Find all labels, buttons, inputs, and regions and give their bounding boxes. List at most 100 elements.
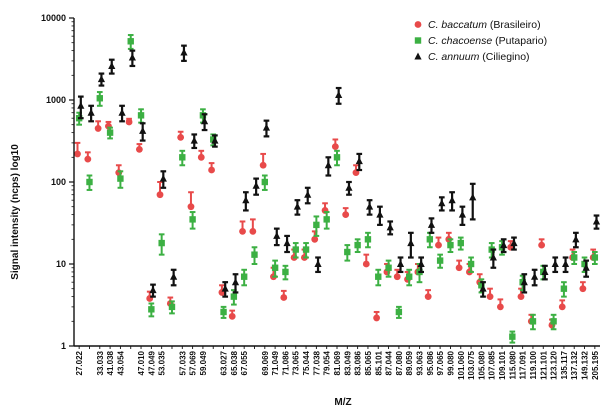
data-point xyxy=(426,236,434,243)
data-point xyxy=(355,157,363,165)
legend-label: C. chacoense (Putapario) xyxy=(428,35,547,47)
data-point xyxy=(469,193,477,201)
data-point xyxy=(148,306,155,313)
data-point xyxy=(496,303,504,311)
data-point xyxy=(197,153,205,161)
data-point xyxy=(438,199,446,207)
x-tick-label: 85.065 xyxy=(364,350,373,375)
x-tick-label: 41.038 xyxy=(106,350,115,375)
x-tick-label: 123.120 xyxy=(550,350,559,379)
x-tick-label: 71.049 xyxy=(271,350,280,375)
x-tick-label: 87.044 xyxy=(385,350,394,375)
data-point xyxy=(313,221,320,229)
data-point xyxy=(427,220,436,228)
data-point xyxy=(591,254,599,261)
data-point xyxy=(520,278,528,286)
data-point xyxy=(541,267,549,275)
y-tick-label: 1 xyxy=(61,341,66,351)
data-point xyxy=(94,125,102,132)
data-point xyxy=(479,284,487,292)
data-point xyxy=(582,263,590,271)
x-tick-label: 115.080 xyxy=(508,350,517,379)
x-tick-label: 27.022 xyxy=(75,350,84,375)
legend-marker xyxy=(414,21,422,28)
data-point xyxy=(252,181,260,189)
x-tick-label: 67.055 xyxy=(240,350,249,375)
y-tick-label: 1000 xyxy=(46,95,66,105)
data-point xyxy=(435,241,442,249)
x-tick-label: 121.101 xyxy=(539,350,548,379)
data-point xyxy=(249,227,257,235)
data-point xyxy=(117,175,124,182)
data-point xyxy=(292,246,299,253)
data-point xyxy=(282,268,289,276)
data-point xyxy=(179,154,186,161)
data-point xyxy=(447,241,454,249)
x-tick-label: 107.085 xyxy=(488,350,497,379)
data-point xyxy=(365,202,374,210)
x-tick-label: 43.054 xyxy=(116,350,125,375)
data-point xyxy=(455,264,463,272)
x-tick-label: 47.049 xyxy=(147,350,156,375)
data-point xyxy=(118,108,126,116)
data-point xyxy=(375,273,382,280)
data-point xyxy=(500,241,508,249)
data-point xyxy=(200,117,209,125)
x-axis-title: M/Z xyxy=(334,397,351,408)
data-point xyxy=(283,239,291,247)
data-point xyxy=(230,293,238,300)
data-point xyxy=(364,236,372,243)
x-tick-label: 63.027 xyxy=(220,350,229,375)
data-point xyxy=(96,95,103,102)
x-tick-label: 109.101 xyxy=(498,350,507,379)
x-tick-label: 117.091 xyxy=(519,350,528,379)
data-point xyxy=(158,239,165,247)
data-point xyxy=(106,129,114,136)
data-point xyxy=(314,260,322,267)
data-point xyxy=(259,161,267,169)
data-point xyxy=(168,303,176,311)
data-point xyxy=(345,183,353,191)
x-tick-label: 83.086 xyxy=(354,350,363,375)
data-point xyxy=(560,285,568,292)
y-tick-label: 100 xyxy=(51,177,66,187)
data-point xyxy=(261,178,269,186)
x-tick-label: 53.035 xyxy=(158,350,167,375)
x-tick-label: 205.195 xyxy=(591,350,600,379)
x-tick-label: 95.086 xyxy=(426,350,435,375)
data-point xyxy=(135,145,143,153)
data-point xyxy=(86,178,93,186)
series-2 xyxy=(75,34,599,344)
data-point xyxy=(529,318,537,325)
data-point xyxy=(127,38,134,45)
data-point xyxy=(156,191,164,199)
legend-marker xyxy=(414,52,422,60)
x-tick-label: 57.069 xyxy=(189,350,198,375)
data-point xyxy=(551,260,559,267)
series-3 xyxy=(77,44,601,298)
data-point xyxy=(592,217,601,225)
y-tick-label: 10 xyxy=(56,259,66,269)
data-point xyxy=(189,216,196,223)
data-point xyxy=(125,118,133,126)
data-point xyxy=(177,133,185,141)
data-point xyxy=(571,254,578,261)
data-point xyxy=(448,196,456,204)
data-point xyxy=(561,260,570,267)
x-tick-label: 103.075 xyxy=(467,350,476,379)
data-point xyxy=(220,308,227,316)
data-point xyxy=(251,251,258,258)
data-point xyxy=(84,155,92,163)
x-tick-label: 85.101 xyxy=(374,350,383,375)
x-tick-label: 89.059 xyxy=(405,350,414,375)
data-point xyxy=(386,223,394,231)
data-point xyxy=(510,239,518,247)
data-point xyxy=(74,150,81,158)
x-tick-label: 59.049 xyxy=(199,350,208,375)
data-point xyxy=(517,293,525,301)
data-point xyxy=(128,53,136,61)
data-point xyxy=(376,210,384,218)
data-point xyxy=(407,239,415,247)
x-tick-label: 71.086 xyxy=(281,350,290,375)
